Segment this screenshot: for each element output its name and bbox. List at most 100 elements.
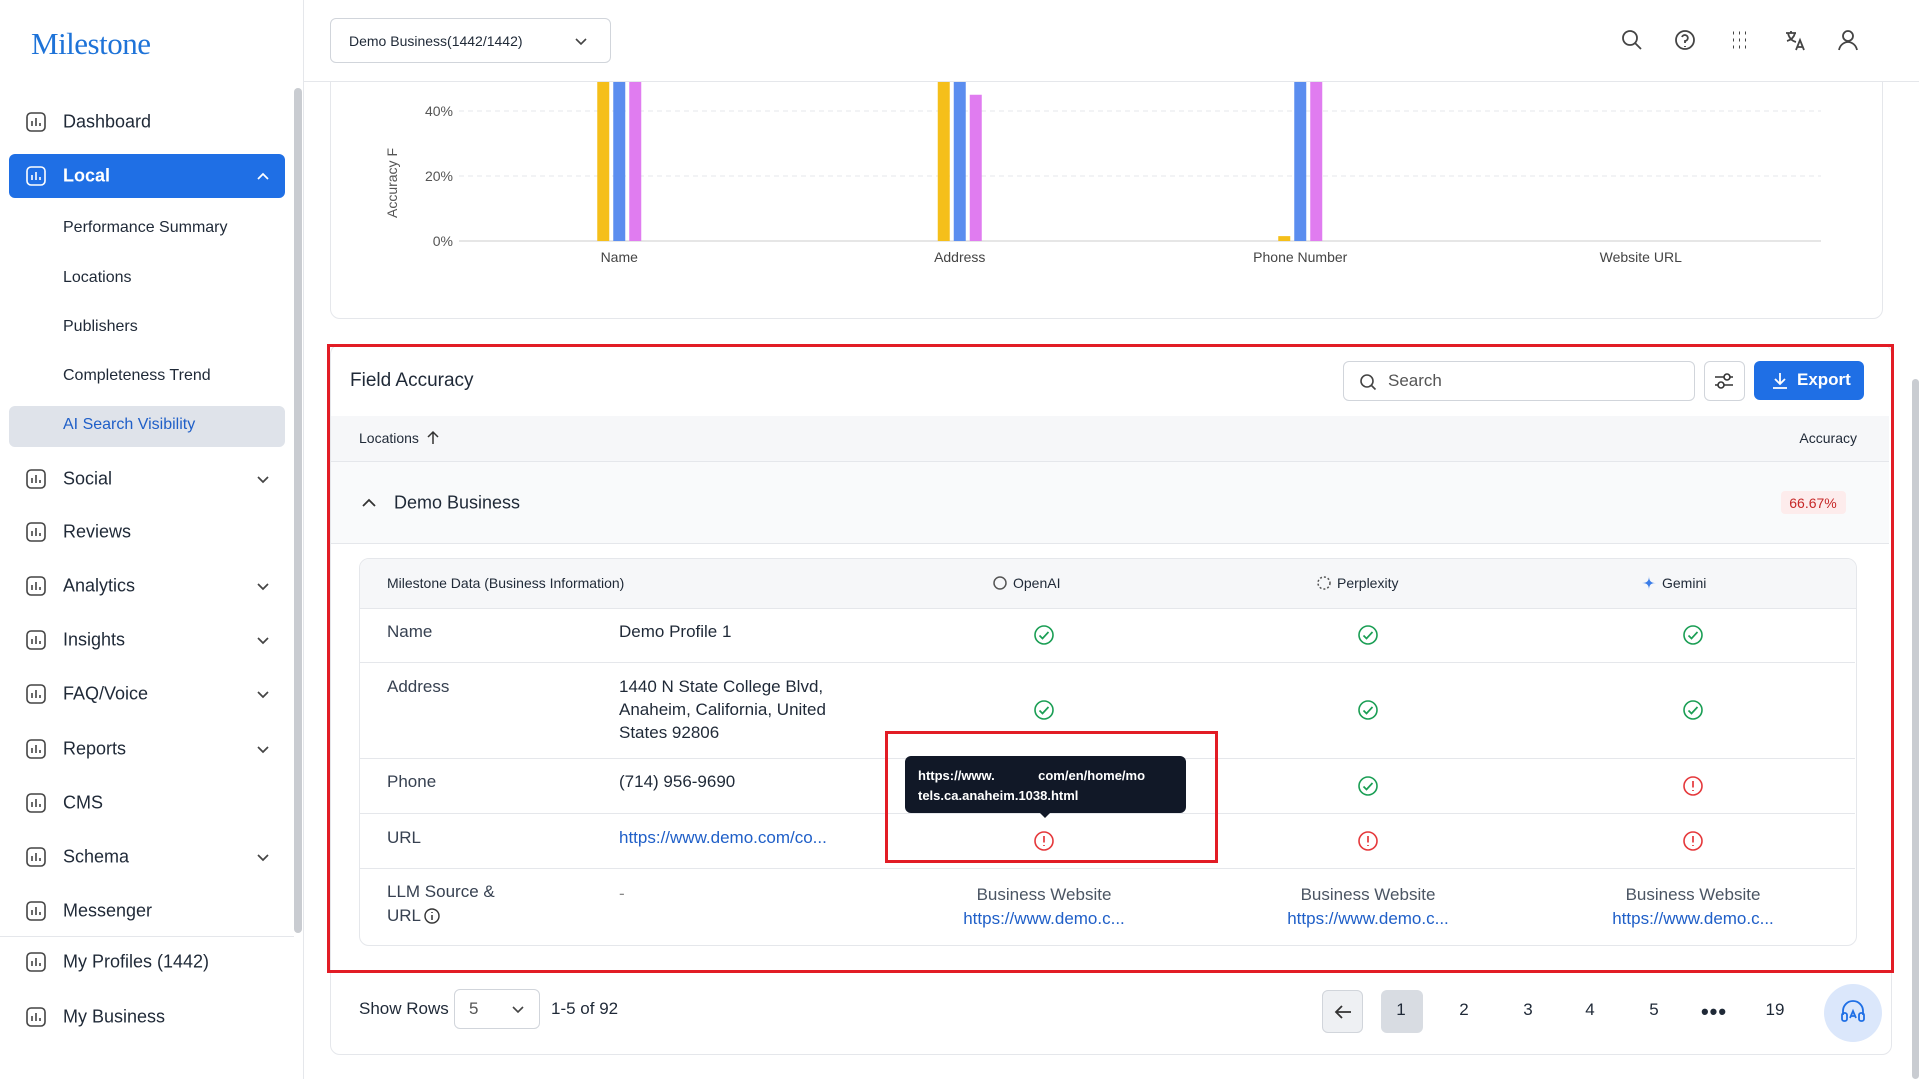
bar [937,81,950,241]
active-sub-bg [9,406,285,447]
page-current-bg[interactable] [1381,990,1423,1033]
source-link[interactable]: https://www.demo.c... [963,909,1125,928]
icon-shape [26,522,46,542]
collapse-icon[interactable] [361,495,377,511]
sub-menu-item[interactable]: AI Search Visibility [63,416,196,433]
icon-shape [31,745,41,753]
group-row[interactable]: Demo Business 66.67% [331,462,1889,544]
page-number[interactable]: 3 [1523,1000,1533,1019]
icon-shape [26,901,46,921]
y-tick-label: 40% [425,103,453,119]
info-icon[interactable] [423,907,441,925]
menu-item[interactable]: My Profiles (1442) [63,951,210,972]
menu-item[interactable]: Messenger [63,900,153,921]
tooltip-line: tels.ca.anaheim.1038.html [918,788,1079,803]
menu-item[interactable]: Analytics [63,575,136,596]
bar [629,81,642,241]
page-number[interactable]: 5 [1649,1000,1659,1019]
page-number[interactable]: 4 [1585,1000,1595,1019]
status-circle [1358,830,1378,851]
col-locations[interactable]: Locations [359,430,419,446]
provider-icon [1642,576,1656,590]
search-icon [1360,374,1377,391]
filter-icon [1715,373,1733,389]
row-label: Address [387,677,450,696]
prev-button[interactable] [1322,990,1363,1033]
y-axis-label: Accuracy F [384,148,400,218]
chevron [512,1006,524,1014]
menu-item[interactable]: Dashboard [63,111,152,132]
status-circle [1358,775,1378,796]
business-selector[interactable]: Demo Business(1442/1442) [330,18,611,63]
logo: Milestone [31,26,151,61]
provider-name: Perplexity [1337,575,1399,591]
header-icons[interactable] [1620,28,1919,54]
sub-menu-item[interactable]: Performance Summary [63,219,228,236]
menu-item[interactable]: Social [63,468,113,489]
sub-menu-item[interactable]: Publishers [63,318,138,335]
status-circle [1683,830,1703,851]
chevron-path [257,637,269,645]
row-value[interactable]: https://www.demo.com/co... [619,828,827,847]
icon-shape [31,582,41,590]
icon-shape [26,630,46,650]
menu-item[interactable]: My Business [63,1006,166,1027]
tooltip-highlight [885,731,1218,863]
export-button[interactable]: Export [1754,361,1864,400]
icon-shape [26,112,46,132]
menu-item[interactable]: Reviews [63,521,132,542]
chevron-path [257,746,269,754]
ai-chat-button[interactable] [1824,984,1882,1042]
tooltip-arrow [1038,811,1052,818]
page-number[interactable]: 2 [1459,1000,1469,1019]
status-ok [1358,625,1378,645]
search-box[interactable]: Search [1343,361,1695,401]
active-menu-bg [9,154,285,198]
menu-item[interactable]: CMS [63,792,103,813]
chevron-path [257,583,269,591]
icon-shape [26,739,46,759]
source-link[interactable]: https://www.demo.c... [1287,909,1449,928]
sub-menu-item[interactable]: Completeness Trend [63,367,211,384]
chevron[interactable] [255,578,271,594]
status-glyph [1687,706,1699,715]
menu-item[interactable]: FAQ/Voice [63,683,149,704]
menu-item[interactable]: Local [63,165,111,186]
status-glyph [1362,631,1374,640]
menu-item[interactable]: Schema [63,846,130,867]
page-number[interactable]: 1 [1396,1000,1406,1019]
menu-icon [26,166,46,186]
chevron[interactable] [255,686,271,702]
menu-item[interactable]: Insights [63,629,126,650]
page-scrollbar [1912,379,1919,1079]
menu-icon [26,952,46,972]
filter-button[interactable] [1704,361,1745,401]
provider-name: OpenAI [1013,575,1061,591]
status-error [1683,775,1703,796]
chevron[interactable] [255,849,271,865]
source-type: Business Website [976,885,1112,904]
search-placeholder: Search [1388,371,1442,390]
menu-icon [26,901,46,921]
bar [1294,81,1307,241]
page-number[interactable]: 19 [1765,1000,1785,1019]
detail-header [360,559,1856,609]
chevron[interactable] [255,741,271,757]
sub-menu-item[interactable]: Locations [63,269,132,286]
tooltip: https://www. com/en/home/mo tels.ca.anahe… [905,756,1186,818]
chevron[interactable] [255,471,271,487]
icon-shape [993,576,1007,590]
status-ok [1034,625,1054,645]
chevron[interactable] [255,632,271,648]
chart: Accuracy F 0% 20% 40% Name Address Phone Numb… [384,81,1821,265]
menu-item[interactable]: Reports [63,738,127,759]
menu-icon [26,793,46,813]
status-ok [1683,625,1703,645]
rows-select[interactable]: 5 [454,989,540,1029]
source-link[interactable]: https://www.demo.c... [1612,909,1774,928]
row-label: URL [387,906,422,925]
sort-icon[interactable] [426,430,440,446]
scrollbar [294,88,302,933]
chevron[interactable] [255,168,271,184]
